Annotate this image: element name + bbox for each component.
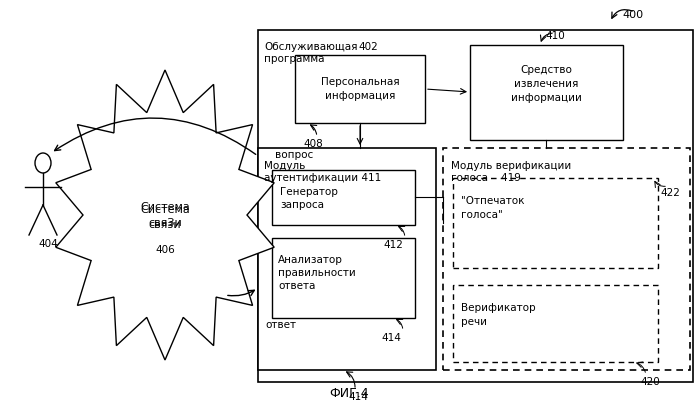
Text: Генератор: Генератор xyxy=(280,187,338,197)
Text: Средство: Средство xyxy=(521,65,572,75)
Text: 400: 400 xyxy=(622,10,643,20)
Text: Верификатор: Верификатор xyxy=(461,303,535,313)
Text: голоса": голоса" xyxy=(461,210,503,220)
Text: запроса: запроса xyxy=(280,200,324,210)
Bar xyxy=(453,178,658,268)
Text: речи: речи xyxy=(461,317,487,327)
Text: 422: 422 xyxy=(660,188,680,198)
Bar xyxy=(295,55,425,123)
Text: ответ: ответ xyxy=(265,320,296,330)
Text: 420: 420 xyxy=(640,377,660,387)
Text: Система: Система xyxy=(140,205,190,215)
Text: программа: программа xyxy=(264,54,324,64)
Text: Система: Система xyxy=(140,202,190,212)
Text: связи: связи xyxy=(149,220,181,230)
Text: Анализатор: Анализатор xyxy=(278,255,343,265)
Ellipse shape xyxy=(35,153,51,173)
Text: Персональная: Персональная xyxy=(321,77,399,87)
Text: 408: 408 xyxy=(303,139,323,149)
Text: свяЗи: свяЗи xyxy=(148,218,182,228)
Polygon shape xyxy=(56,70,274,360)
Bar xyxy=(272,238,415,318)
Text: извлечения: извлечения xyxy=(514,79,579,89)
Text: правильности: правильности xyxy=(278,268,356,278)
Text: ответа: ответа xyxy=(278,281,315,291)
Bar xyxy=(453,285,658,362)
Text: ФИГ.4: ФИГ.4 xyxy=(329,387,369,400)
Text: 414: 414 xyxy=(381,333,401,343)
Text: 410: 410 xyxy=(545,31,565,41)
Text: 414: 414 xyxy=(348,392,368,402)
Text: вопрос: вопрос xyxy=(275,150,313,160)
Text: аутентификации 411: аутентификации 411 xyxy=(264,173,381,183)
Bar xyxy=(272,170,415,225)
Text: голоса    419: голоса 419 xyxy=(451,173,521,183)
Bar xyxy=(258,148,436,370)
Text: 404: 404 xyxy=(38,239,58,249)
Text: Обслуживающая: Обслуживающая xyxy=(264,42,357,52)
Text: 412: 412 xyxy=(383,240,403,250)
Text: "Отпечаток: "Отпечаток xyxy=(461,196,524,206)
Text: Модуль верификации: Модуль верификации xyxy=(451,161,571,171)
Text: информации: информации xyxy=(511,93,582,103)
Bar xyxy=(443,148,690,370)
Text: 402: 402 xyxy=(358,42,377,52)
Text: Модуль: Модуль xyxy=(264,161,305,171)
Text: информация: информация xyxy=(325,91,395,101)
Text: 406: 406 xyxy=(155,245,175,255)
Bar xyxy=(258,30,693,382)
Bar xyxy=(470,45,623,140)
